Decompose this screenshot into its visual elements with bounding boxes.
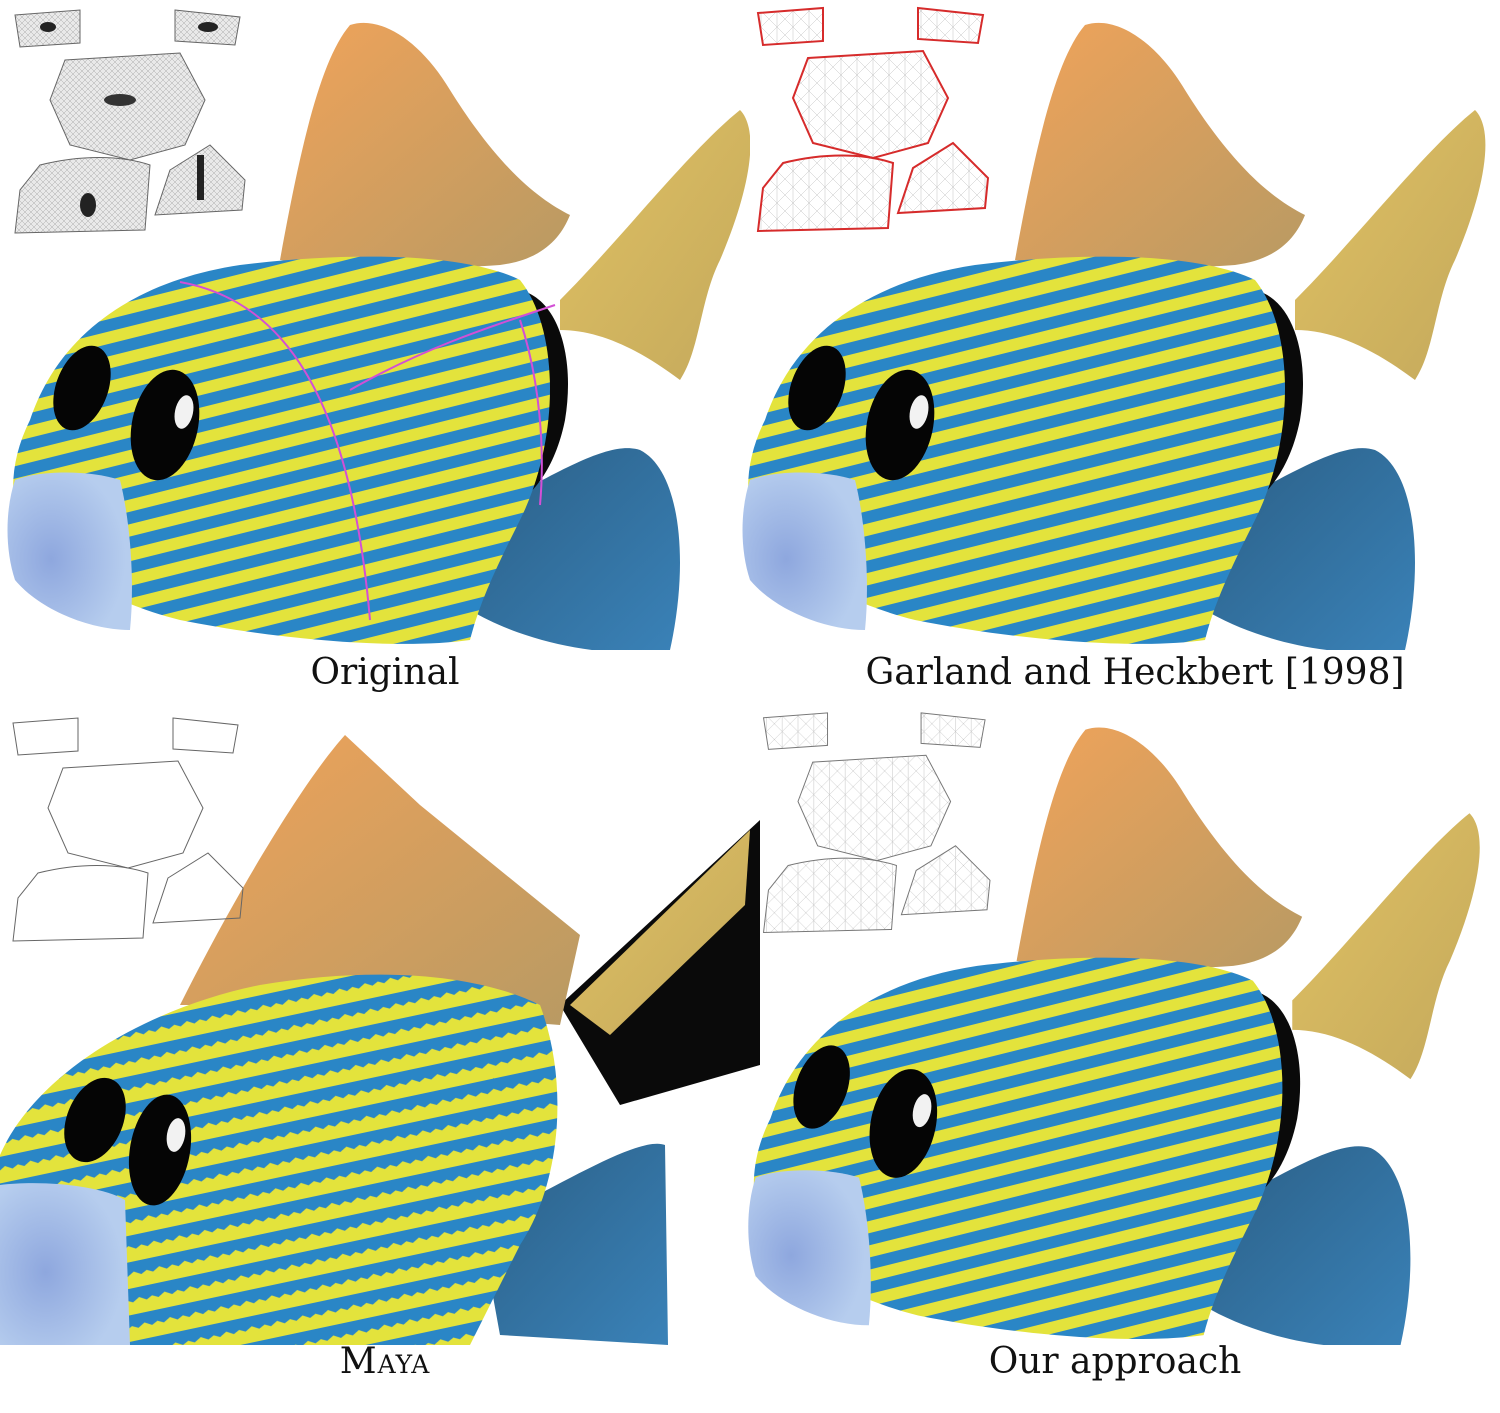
fish-render-our-approach <box>748 712 1480 1345</box>
uv-atlas-our-approach <box>762 712 991 933</box>
fish-render-maya <box>0 717 760 1345</box>
caption-maya: Maya <box>339 1341 431 1382</box>
uv-atlas-maya <box>12 717 244 942</box>
caption-our-approach: Our approach <box>988 1341 1242 1382</box>
uv-atlas-original <box>14 9 246 234</box>
uv-atlas-garland-heckbert <box>756 6 990 233</box>
seam-lines <box>179 281 556 621</box>
caption-original: Original <box>310 652 460 693</box>
panel-original: Original <box>0 0 750 710</box>
fish-render-original <box>7 9 750 650</box>
panel-maya: Maya <box>0 705 760 1413</box>
caption-garland-heckbert: Garland and Heckbert [1998] <box>865 652 1405 693</box>
fish-render-garland-heckbert <box>742 6 1486 650</box>
panel-garland-heckbert: Garland and Heckbert [1998] <box>735 0 1500 710</box>
panel-our-approach: Our approach <box>735 705 1500 1413</box>
